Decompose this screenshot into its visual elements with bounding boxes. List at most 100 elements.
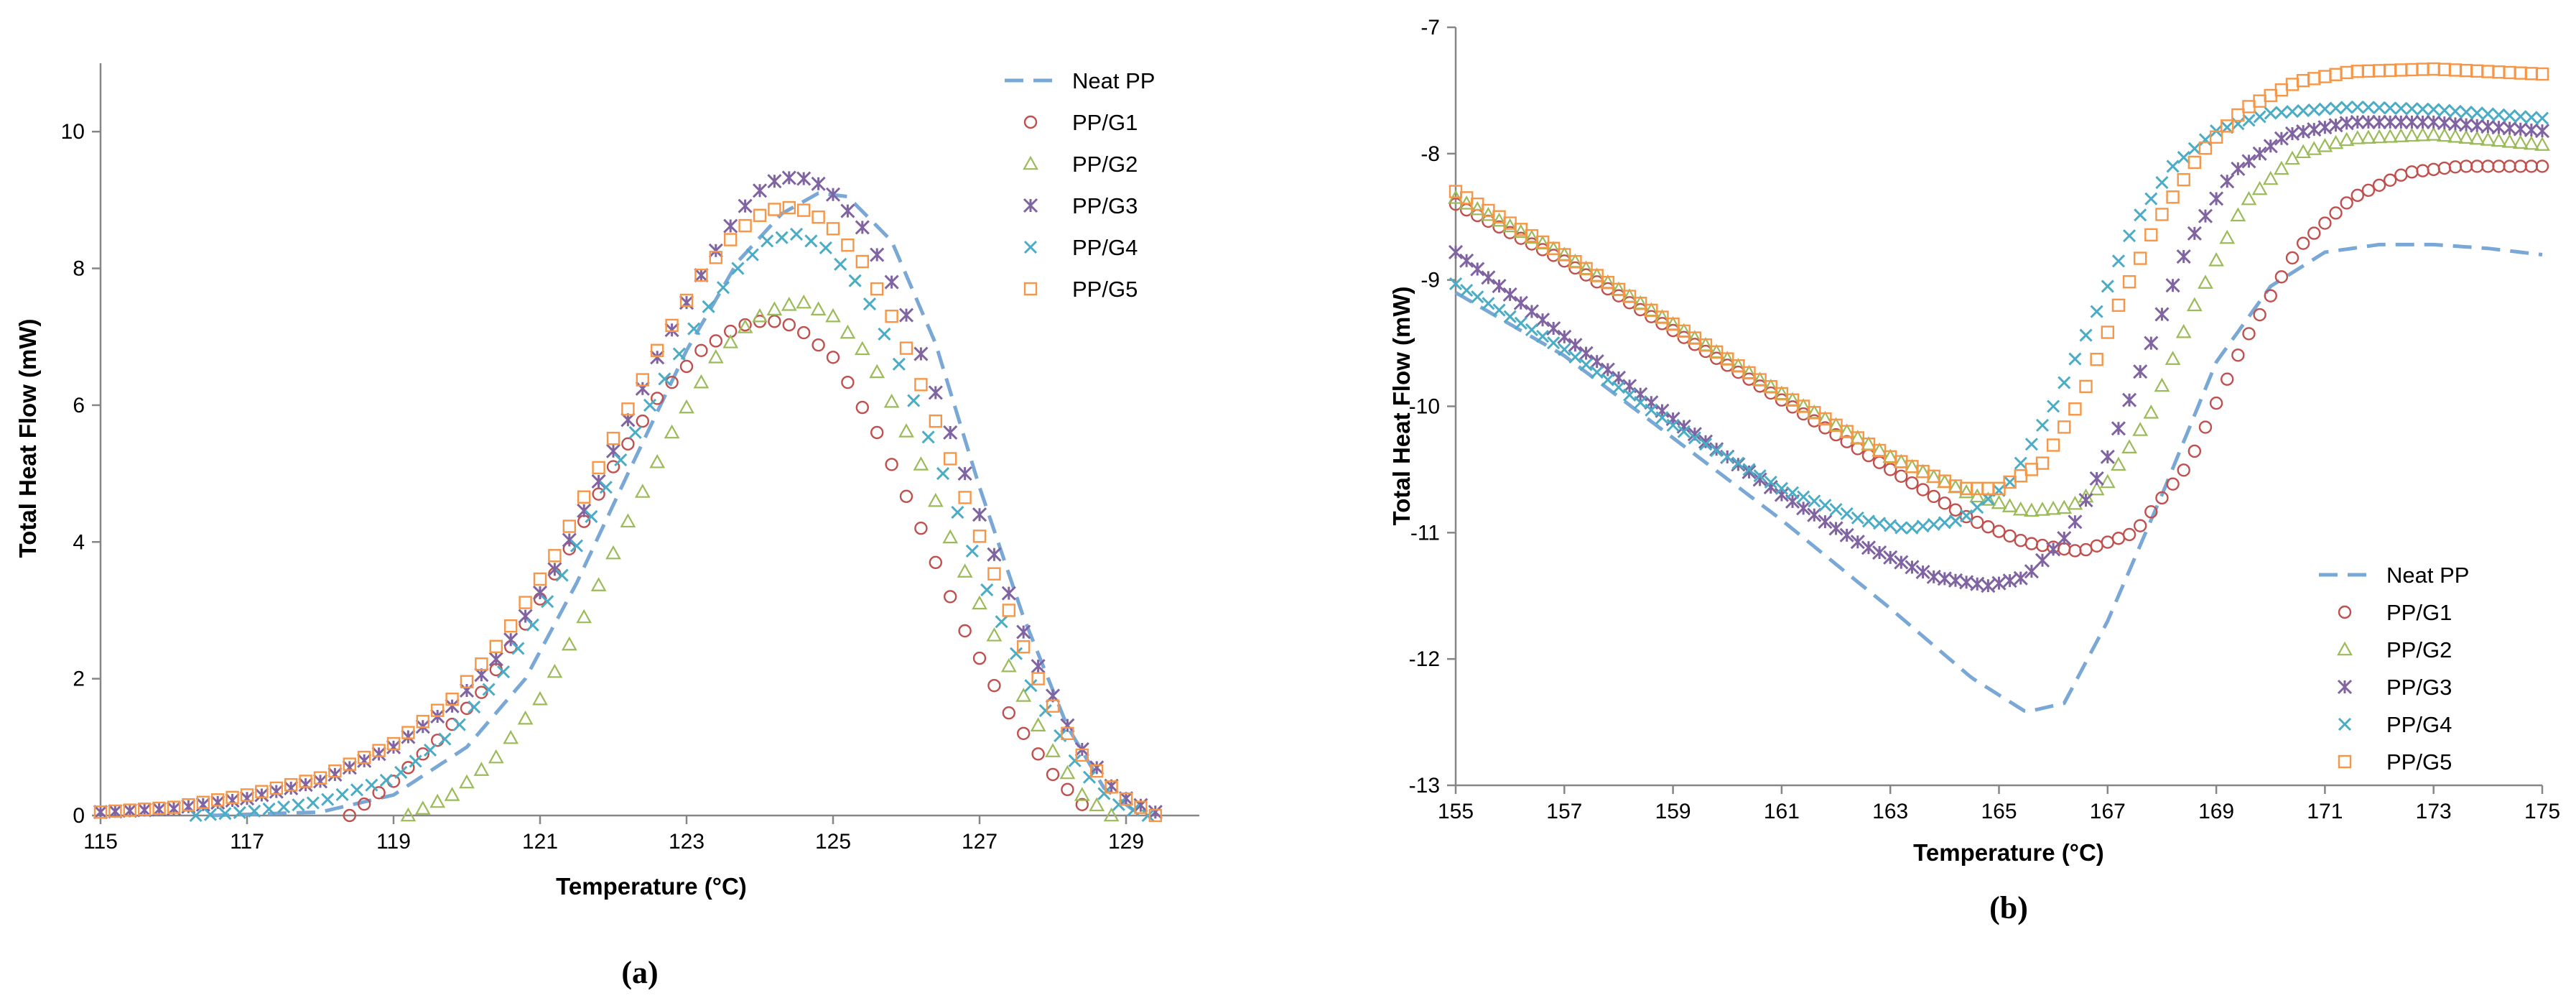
data-point <box>2014 469 2027 483</box>
data-point <box>2405 102 2419 116</box>
data-point <box>1134 800 1148 814</box>
data-point <box>841 238 855 252</box>
data-point <box>1471 290 1484 304</box>
data-point <box>2133 519 2147 532</box>
data-point <box>848 274 862 287</box>
data-point <box>298 777 313 793</box>
data-point <box>2231 117 2245 131</box>
data-point <box>372 744 386 757</box>
data-point <box>2230 207 2246 222</box>
data-point <box>2155 208 2169 221</box>
data-point <box>1666 418 1680 432</box>
data-point <box>2296 124 2311 139</box>
data-point <box>93 805 108 819</box>
series-pp-g5 <box>93 200 1163 823</box>
chart-b: -13 -12 -11 -10 -9 -8 -7 155 157 159 161 163 165 167 1… <box>1388 16 2560 925</box>
data-point <box>416 747 429 761</box>
data-point <box>943 590 957 604</box>
data-point <box>694 268 708 282</box>
data-point <box>2306 141 2322 155</box>
data-point <box>1001 586 1016 601</box>
data-point <box>2014 534 2027 547</box>
data-point <box>2057 542 2071 556</box>
y-tick-label: 0 <box>73 804 85 828</box>
data-point <box>1894 521 1908 535</box>
data-point <box>665 318 679 333</box>
data-point <box>2166 190 2180 204</box>
data-point <box>2253 308 2266 322</box>
data-point <box>1905 476 1919 490</box>
data-point <box>2187 226 2202 241</box>
data-point <box>576 609 592 624</box>
data-point <box>2209 396 2223 410</box>
legend-swatch <box>1023 240 1038 254</box>
data-point <box>1059 764 1076 780</box>
legend-label: PP/G1 <box>2386 600 2452 625</box>
data-point <box>1148 808 1163 823</box>
data-point <box>870 425 884 440</box>
chart-b-x-axis-title: Temperature (°C) <box>1913 839 2104 866</box>
data-point <box>2470 160 2484 173</box>
data-point <box>2372 101 2386 115</box>
data-point <box>2285 251 2300 265</box>
data-point <box>195 797 210 812</box>
data-point <box>708 243 723 258</box>
data-point <box>1915 565 1930 580</box>
data-point <box>664 424 680 439</box>
data-point <box>2405 165 2419 179</box>
data-point <box>2056 499 2073 514</box>
y-tick-label: 4 <box>73 530 85 554</box>
data-point <box>782 318 796 332</box>
chart-a-axes <box>92 63 1199 824</box>
data-point <box>767 174 782 189</box>
data-point <box>541 595 554 609</box>
data-point <box>445 698 460 713</box>
data-point <box>321 793 335 806</box>
data-point <box>2100 449 2115 464</box>
data-point <box>2492 160 2506 173</box>
legend-swatch <box>1023 155 1038 170</box>
data-point <box>987 547 1002 562</box>
data-point <box>738 318 752 332</box>
legend-swatch <box>2338 754 2352 769</box>
series-pp-g1 <box>343 315 1089 823</box>
series-line <box>1454 242 2543 713</box>
data-point <box>1568 350 1582 364</box>
data-point <box>2231 348 2245 362</box>
data-point <box>2372 178 2386 192</box>
data-point <box>2318 216 2332 230</box>
data-point <box>1916 483 1930 496</box>
data-point <box>1969 488 1986 503</box>
data-point <box>2371 129 2387 144</box>
data-point <box>1002 706 1016 720</box>
data-point <box>2111 298 2126 313</box>
data-point <box>921 430 935 444</box>
data-point <box>1894 555 1909 570</box>
data-point <box>1075 798 1089 811</box>
chart-b-axes <box>1447 26 2544 794</box>
data-point <box>2338 131 2355 147</box>
data-point <box>2394 101 2408 115</box>
chart-a: 0 2 4 6 8 10 115 117 119 121 123 125 127 129 Temperat… <box>14 63 1199 990</box>
data-point <box>1038 703 1052 718</box>
x-tick-label: 175 <box>2524 800 2560 823</box>
data-point <box>2057 530 2072 546</box>
x-tick-label: 171 <box>2307 800 2343 823</box>
data-point <box>980 583 994 596</box>
data-point <box>2351 100 2364 114</box>
legend-item: Neat PP <box>1005 68 1155 93</box>
data-point <box>2209 130 2223 144</box>
data-point <box>1579 262 1593 276</box>
data-point <box>1016 624 1031 639</box>
data-point <box>1742 366 1756 380</box>
data-point <box>2198 274 2213 289</box>
data-point <box>401 761 415 775</box>
data-point <box>862 297 877 311</box>
data-point <box>2285 78 2300 91</box>
data-point <box>2101 325 2115 339</box>
data-point <box>488 749 504 764</box>
series-pp-g4 <box>1449 100 2549 535</box>
data-point <box>473 762 490 776</box>
data-point <box>2329 206 2343 220</box>
